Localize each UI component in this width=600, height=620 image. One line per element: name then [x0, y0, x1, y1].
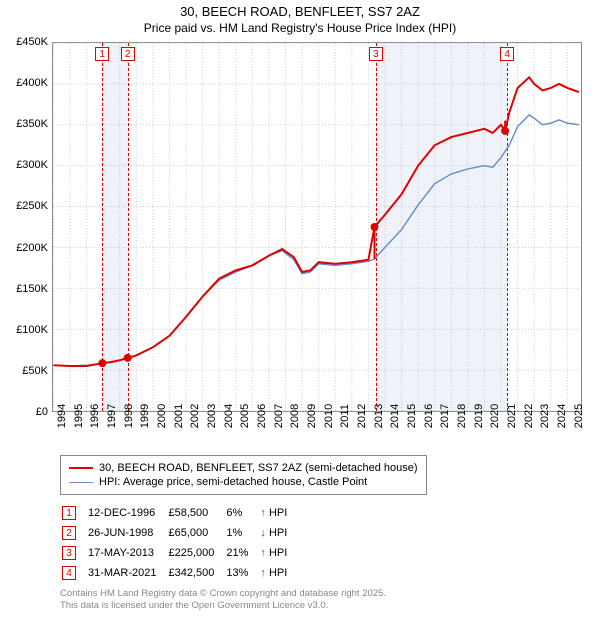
y-tick-label: £450K	[4, 36, 48, 48]
sale-point	[371, 223, 379, 231]
event-date: 17-MAY-2013	[88, 544, 166, 562]
legend-item: 30, BEECH ROAD, BENFLEET, SS7 2AZ (semi-…	[69, 462, 418, 474]
legend-swatch	[69, 467, 93, 469]
x-tick-label: 2016	[423, 404, 435, 428]
x-tick-label: 2010	[323, 404, 335, 428]
title-address: 30, BEECH ROAD, BENFLEET, SS7 2AZ	[0, 4, 600, 19]
event-pct: 21%	[226, 544, 258, 562]
y-tick-label: £250K	[4, 200, 48, 212]
x-tick-label: 2021	[506, 404, 518, 428]
footer-line1: Contains HM Land Registry data © Crown c…	[60, 588, 386, 600]
footer-line2: This data is licensed under the Open Gov…	[60, 600, 386, 612]
event-price: £225,000	[168, 544, 224, 562]
x-tick-label: 2018	[456, 404, 468, 428]
x-tick-label: 2002	[189, 404, 201, 428]
event-direction: ↑ HPI	[260, 564, 297, 582]
event-direction: ↑ HPI	[260, 544, 297, 562]
x-tick-label: 1997	[106, 404, 118, 428]
x-tick-label: 2022	[523, 404, 535, 428]
sale-marker-number: 1	[95, 47, 109, 61]
x-tick-label: 2007	[273, 404, 285, 428]
sale-marker-number: 4	[500, 47, 514, 61]
series-price_paid	[53, 77, 578, 366]
event-row: 4 31-MAR-2021£342,50013%↑ HPI	[62, 564, 297, 582]
x-tick-label: 2001	[173, 404, 185, 428]
x-tick-label: 2023	[539, 404, 551, 428]
x-tick-label: 2011	[339, 404, 351, 428]
sale-point	[124, 354, 132, 362]
chart-container: 30, BEECH ROAD, BENFLEET, SS7 2AZ Price …	[0, 0, 600, 620]
y-tick-label: £350K	[4, 118, 48, 130]
legend: 30, BEECH ROAD, BENFLEET, SS7 2AZ (semi-…	[60, 455, 427, 495]
y-tick-label: £0	[4, 406, 48, 418]
series-hpi	[53, 115, 578, 366]
chart-plot-area: 12 3 4	[52, 42, 582, 412]
event-direction: ↑ HPI	[260, 504, 297, 522]
x-tick-label: 2019	[473, 404, 485, 428]
legend-label: 30, BEECH ROAD, BENFLEET, SS7 2AZ (semi-…	[99, 462, 418, 474]
event-row: 2 26-JUN-1998£65,0001%↓ HPI	[62, 524, 297, 542]
event-price: £58,500	[168, 504, 224, 522]
x-tick-label: 2006	[256, 404, 268, 428]
sale-point	[98, 359, 106, 367]
title-block: 30, BEECH ROAD, BENFLEET, SS7 2AZ Price …	[0, 0, 600, 35]
x-tick-label: 2024	[556, 404, 568, 428]
events-table: 112-DEC-1996£58,5006%↑ HPI226-JUN-1998£6…	[60, 502, 299, 584]
event-number: 4	[62, 566, 76, 580]
event-price: £342,500	[168, 564, 224, 582]
y-tick-label: £400K	[4, 77, 48, 89]
x-tick-label: 2003	[206, 404, 218, 428]
event-pct: 1%	[226, 524, 258, 542]
x-tick-label: 2017	[439, 404, 451, 428]
x-tick-label: 1998	[123, 404, 135, 428]
sale-marker-number: 3	[369, 47, 383, 61]
event-date: 26-JUN-1998	[88, 524, 166, 542]
event-number: 1	[62, 506, 76, 520]
chart-series	[53, 43, 581, 411]
x-tick-label: 1994	[56, 404, 68, 428]
y-tick-label: £200K	[4, 242, 48, 254]
x-tick-label: 1996	[89, 404, 101, 428]
event-row: 1 12-DEC-1996£58,5006%↑ HPI	[62, 504, 297, 522]
x-tick-label: 2020	[489, 404, 501, 428]
event-date: 12-DEC-1996	[88, 504, 166, 522]
x-tick-label: 2025	[573, 404, 585, 428]
event-number: 3	[62, 546, 76, 560]
y-tick-label: £150K	[4, 283, 48, 295]
legend-label: HPI: Average price, semi-detached house,…	[99, 476, 367, 488]
footer-attribution: Contains HM Land Registry data © Crown c…	[60, 588, 386, 613]
x-tick-label: 2000	[156, 404, 168, 428]
event-row: 3 17-MAY-2013£225,00021%↑ HPI	[62, 544, 297, 562]
sale-point	[501, 127, 509, 135]
y-tick-label: £100K	[4, 324, 48, 336]
x-tick-label: 2012	[356, 404, 368, 428]
x-tick-label: 1999	[139, 404, 151, 428]
event-price: £65,000	[168, 524, 224, 542]
x-tick-label: 2014	[389, 404, 401, 428]
event-pct: 13%	[226, 564, 258, 582]
x-tick-label: 2008	[289, 404, 301, 428]
event-date: 31-MAR-2021	[88, 564, 166, 582]
x-tick-label: 1995	[73, 404, 85, 428]
event-direction: ↓ HPI	[260, 524, 297, 542]
y-tick-label: £50K	[4, 365, 48, 377]
x-tick-label: 2015	[406, 404, 418, 428]
x-tick-label: 2005	[239, 404, 251, 428]
event-number: 2	[62, 526, 76, 540]
x-tick-label: 2009	[306, 404, 318, 428]
x-tick-label: 2013	[373, 404, 385, 428]
y-tick-label: £300K	[4, 159, 48, 171]
legend-item: HPI: Average price, semi-detached house,…	[69, 476, 418, 488]
event-pct: 6%	[226, 504, 258, 522]
legend-swatch	[69, 482, 93, 483]
sale-marker-number: 2	[121, 47, 135, 61]
title-subtitle: Price paid vs. HM Land Registry's House …	[0, 21, 600, 35]
x-tick-label: 2004	[223, 404, 235, 428]
